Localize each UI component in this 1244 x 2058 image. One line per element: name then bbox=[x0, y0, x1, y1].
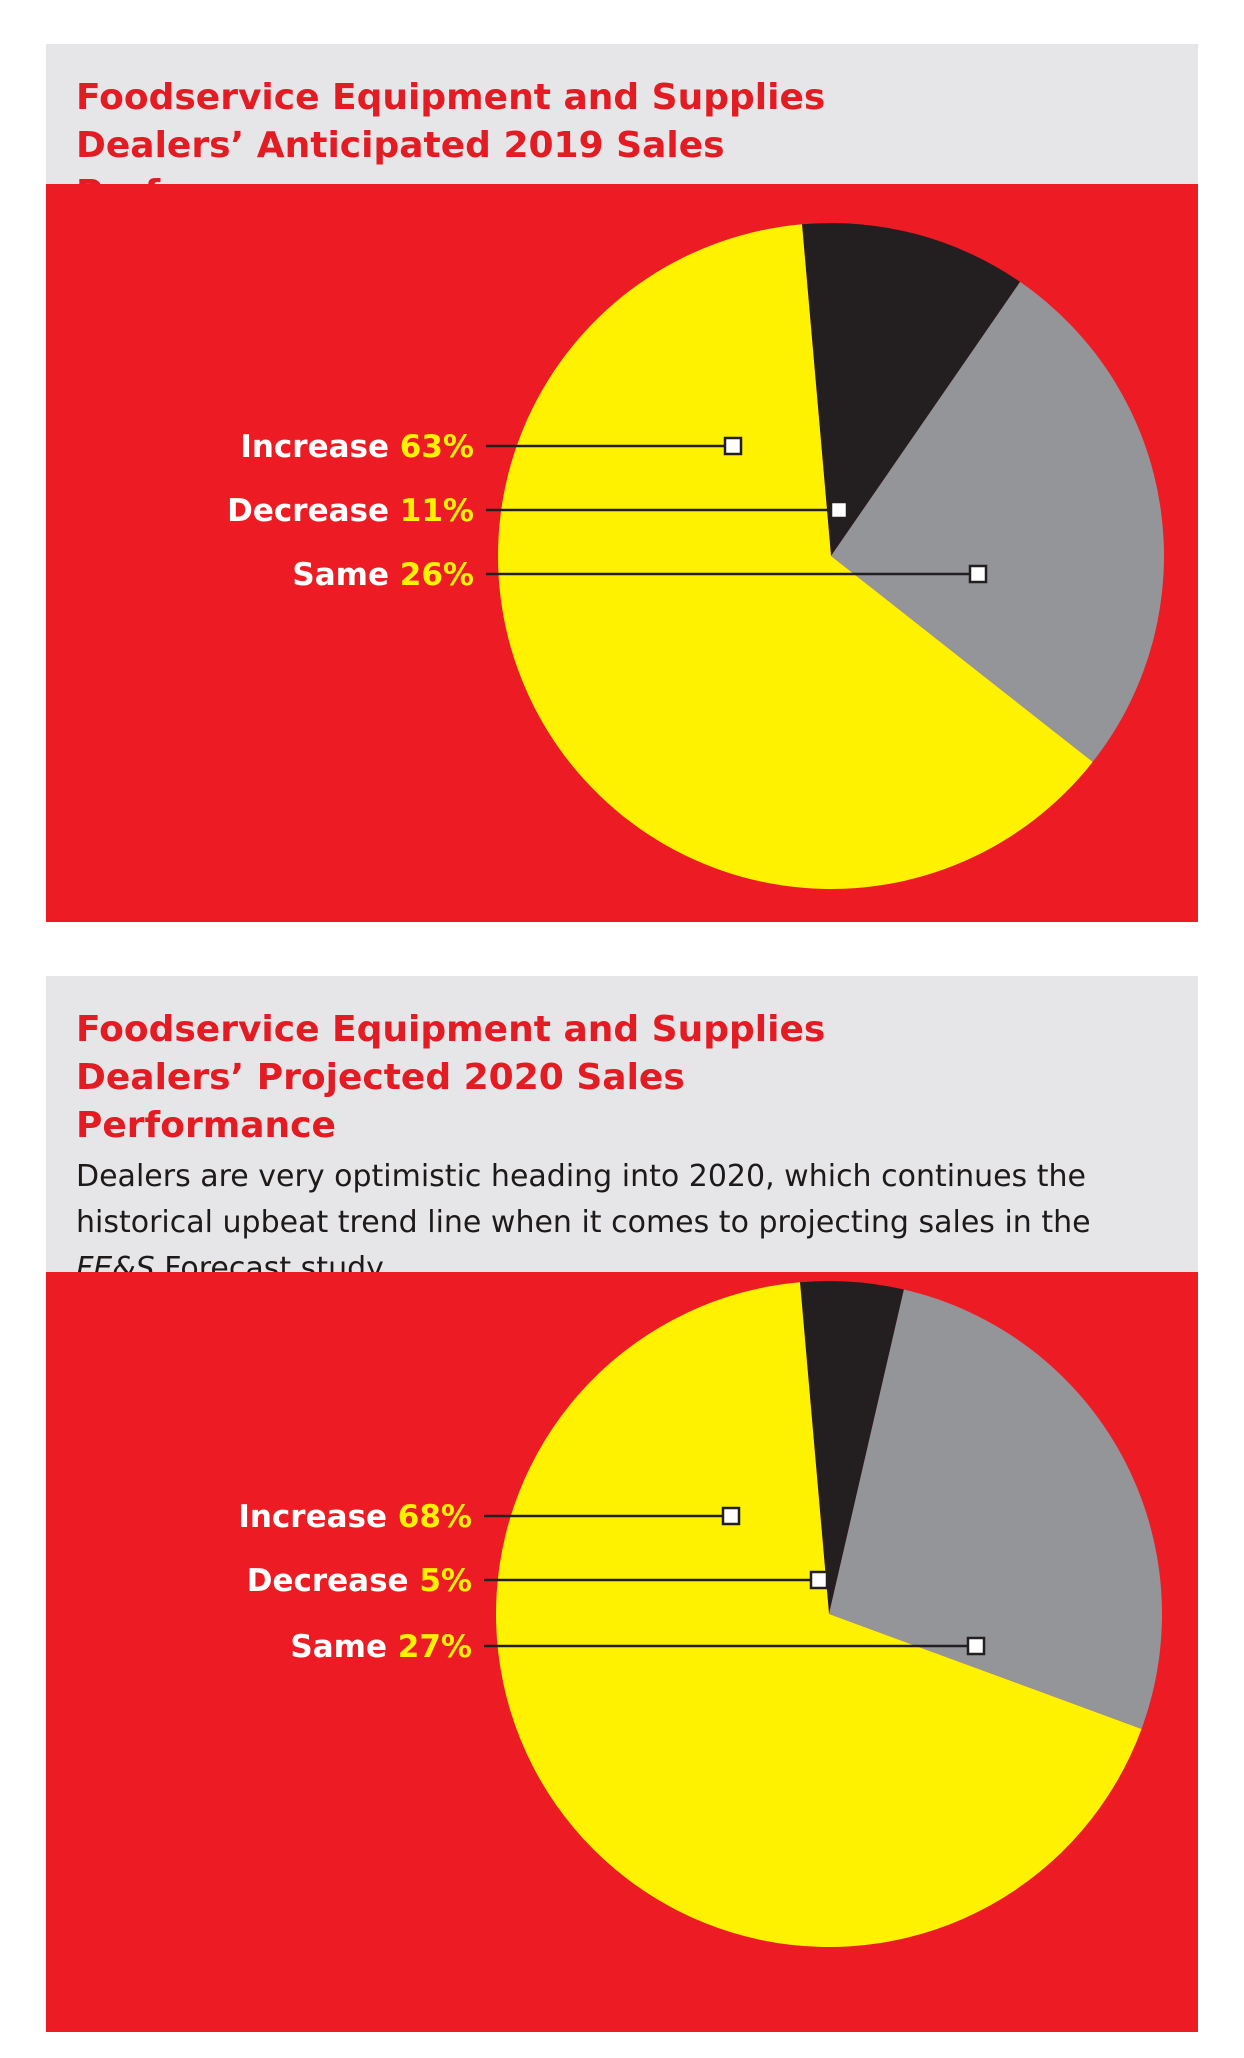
chart-header: Foodservice Equipment and Supplies Deale… bbox=[46, 976, 1198, 1286]
pie-slice-same bbox=[829, 1289, 1163, 1729]
value-label: 68% bbox=[398, 1499, 472, 1535]
category-label: Same bbox=[290, 1629, 397, 1665]
leader-marker bbox=[968, 564, 988, 584]
value-label: 63% bbox=[400, 429, 474, 465]
pie-chart-2019: Increase 63%Decrease 11%Same 26% bbox=[227, 223, 1164, 890]
value-label: 11% bbox=[400, 493, 474, 529]
chart-area: Increase 68% Decrease 5% Same 27% bbox=[46, 1272, 1198, 2032]
category-label: Decrease bbox=[247, 1563, 420, 1599]
category-label: Decrease bbox=[227, 493, 400, 529]
pie-slice-increase bbox=[495, 1282, 1142, 1948]
slice-label-increase: Increase 68% bbox=[238, 1499, 472, 1535]
pie-slice-decrease bbox=[801, 223, 1021, 556]
pie-slice-decrease bbox=[799, 1281, 904, 1614]
slice-label-same: Same 27% bbox=[290, 1629, 472, 1665]
slice-label-decrease: Decrease 5% bbox=[247, 1563, 472, 1599]
pie-slice-increase bbox=[497, 224, 1093, 890]
chart-title: Foodservice Equipment and Supplies Deale… bbox=[76, 77, 826, 214]
chart-panel-2020: Foodservice Equipment and Supplies Deale… bbox=[46, 976, 1198, 2032]
category-label: Increase bbox=[240, 429, 399, 465]
leader-marker bbox=[809, 1570, 829, 1590]
value-label: 5% bbox=[419, 1563, 472, 1599]
pie-chart-2020: Increase 68% Decrease 5% Same 27% bbox=[238, 1281, 1163, 1948]
chart-header: Foodservice Equipment and Supplies Deale… bbox=[46, 44, 1198, 214]
chart-panel-2019: Foodservice Equipment and Supplies Deale… bbox=[46, 44, 1198, 922]
leader-marker bbox=[966, 1636, 986, 1656]
category-label: Same bbox=[292, 557, 399, 593]
leader-marker bbox=[829, 500, 849, 520]
value-label: 26% bbox=[400, 557, 474, 593]
description-text: Dealers are very optimistic heading into… bbox=[76, 1159, 1091, 1240]
chart-title: Foodservice Equipment and Supplies Deale… bbox=[76, 1009, 826, 1146]
chart-area: Increase 63% Decrease 11% Same 26% bbox=[46, 184, 1198, 922]
slice-label-same: Same 26% bbox=[292, 557, 474, 593]
leader-marker bbox=[721, 1506, 741, 1526]
pie-slice-same bbox=[831, 281, 1164, 762]
category-label: Increase bbox=[238, 1499, 397, 1535]
value-label: 27% bbox=[398, 1629, 472, 1665]
leader-marker bbox=[723, 436, 743, 456]
slice-label-increase: Increase 63% bbox=[240, 429, 474, 465]
slice-label-decrease: Decrease 11% bbox=[227, 493, 474, 529]
